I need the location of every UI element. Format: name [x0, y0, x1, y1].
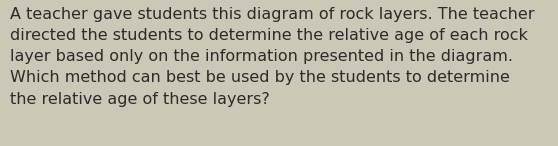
Text: A teacher gave students this diagram of rock layers. The teacher
directed the st: A teacher gave students this diagram of …: [10, 7, 535, 107]
